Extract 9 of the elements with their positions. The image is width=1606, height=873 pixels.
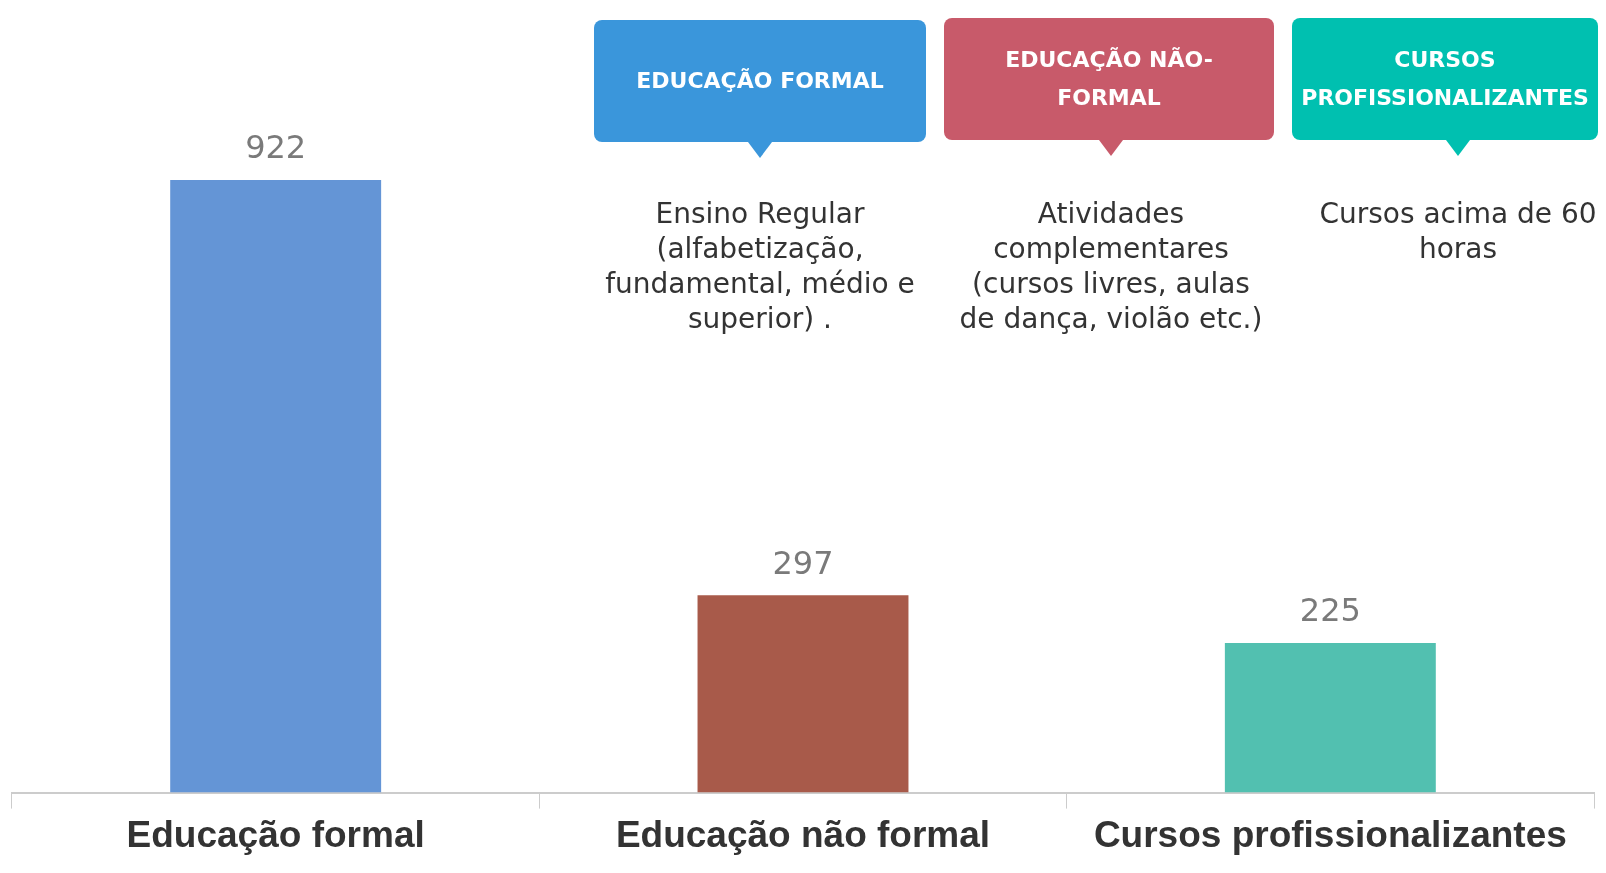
annotation: Cursos acima de 60 horas [1318,196,1598,266]
x-tick-label: Educação formal [126,814,425,855]
data-label: 297 [772,543,834,582]
data-label: 922 [245,128,307,167]
annotation: Atividades complementares (cursos livres, aulas de dança, violão etc.) [958,196,1264,336]
x-tick-label: Educação não formal [615,814,991,855]
data-label: 225 [1299,591,1361,630]
x-tick-label: Cursos profissionalizantes [1093,814,1567,855]
annotation: Ensino Regular (alfabetização, fundamental, médio e superior) . [604,196,916,336]
